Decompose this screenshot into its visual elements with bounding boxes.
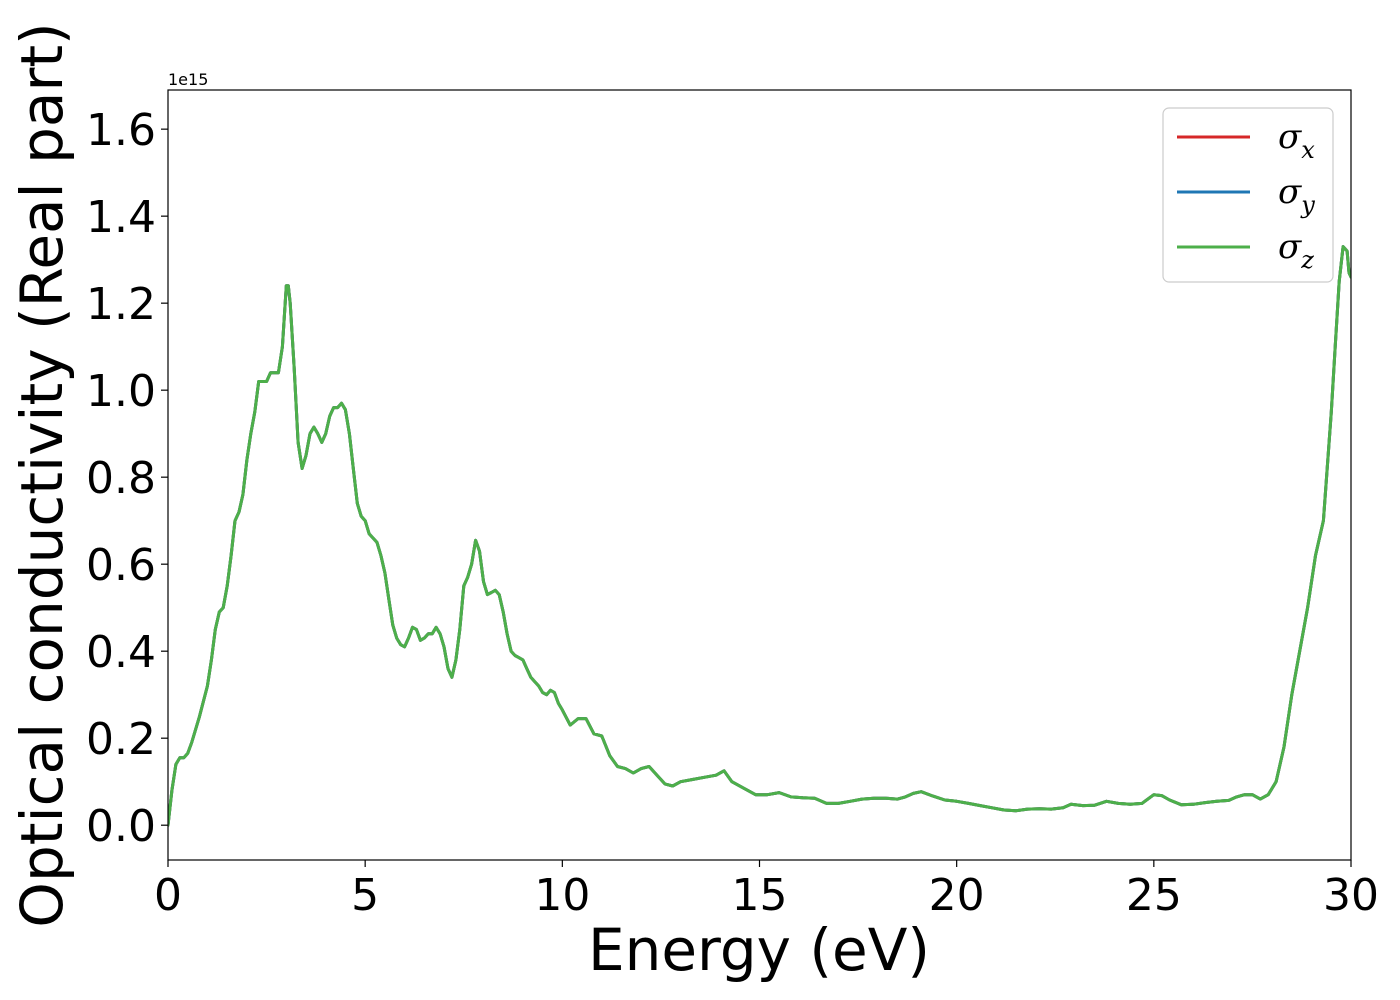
x-tick-label: 30 <box>1323 870 1379 921</box>
y-axis-ticks: 0.0 0.2 0.4 0.6 0.8 1.0 1.2 1.4 1.6 <box>86 105 168 852</box>
y-tick-label: 0.0 <box>86 801 156 852</box>
legend-label-x: σx <box>1278 117 1315 164</box>
y-tick-label: 0.6 <box>86 540 156 591</box>
x-tick-label: 20 <box>929 870 985 921</box>
legend-label-z: σz <box>1278 227 1314 274</box>
series-line-z <box>168 245 1351 827</box>
plot-lines <box>168 245 1351 827</box>
y-tick-label: 1.0 <box>86 366 156 417</box>
x-tick-label: 10 <box>534 870 590 921</box>
x-axis-label: Energy (eV) <box>588 916 930 984</box>
legend-box <box>1162 107 1334 283</box>
x-tick-label: 25 <box>1126 870 1182 921</box>
y-tick-label: 0.2 <box>86 714 156 765</box>
y-tick-label: 0.4 <box>86 627 156 678</box>
x-axis-ticks: 0 5 10 15 20 25 30 <box>154 860 1379 921</box>
legend: σx σy σz <box>1162 107 1334 283</box>
y-axis-offset-text: 1e15 <box>168 70 208 89</box>
y-tick-label: 0.8 <box>86 453 156 504</box>
y-tick-label: 1.4 <box>86 192 156 243</box>
legend-label-y: σy <box>1278 172 1315 219</box>
y-axis-label: Optical conductivity (Real part) <box>8 22 76 927</box>
x-tick-label: 15 <box>732 870 788 921</box>
y-tick-label: 1.6 <box>86 105 156 156</box>
x-tick-label: 0 <box>154 870 182 921</box>
y-tick-label: 1.2 <box>86 279 156 330</box>
x-tick-label: 5 <box>351 870 379 921</box>
